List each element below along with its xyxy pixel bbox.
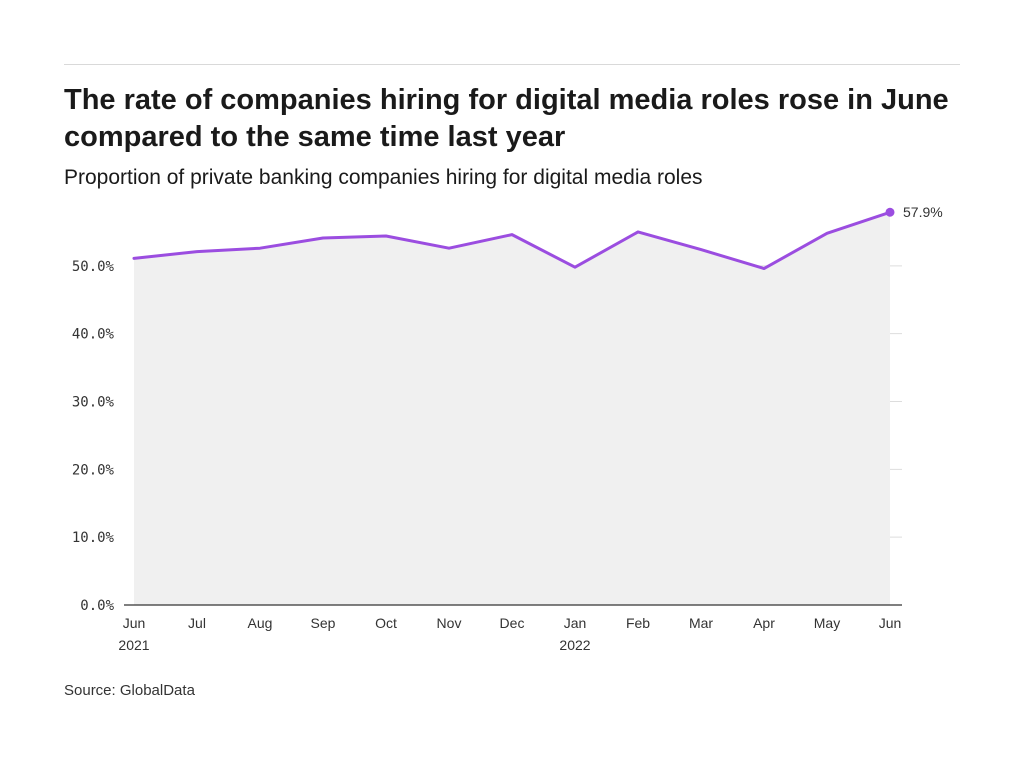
x-tick-year-label: 2022 [559, 637, 590, 653]
area-fill [134, 212, 890, 605]
x-tick-label: Apr [753, 615, 775, 631]
x-tick-label: Dec [500, 615, 525, 631]
end-value-label: 57.9% [903, 204, 943, 220]
x-tick-label: Oct [375, 615, 397, 631]
x-tick-year-label: 2021 [118, 637, 149, 653]
source-note: Source: GlobalData [64, 682, 195, 699]
x-tick-label: Jan [564, 615, 587, 631]
y-tick-labels: 0.0% 10.0% 20.0% 30.0% 40.0% 50.0% [72, 259, 115, 614]
x-tick-label: Feb [626, 615, 650, 631]
top-divider [64, 64, 960, 65]
y-tick-label: 0.0% [80, 598, 114, 614]
x-tick-label: Jun [879, 615, 902, 631]
x-tick-label: Nov [437, 615, 462, 631]
series-line [132, 210, 892, 271]
end-point-marker [885, 207, 895, 217]
x-tick-label: Aug [248, 615, 273, 631]
y-tick-label: 30.0% [72, 395, 115, 411]
x-tick-label: Jun [123, 615, 146, 631]
y-tick-label: 40.0% [72, 327, 115, 343]
y-tick-label: 20.0% [72, 462, 115, 478]
x-tick-label: Sep [311, 615, 336, 631]
x-tick-label: May [814, 615, 840, 631]
x-tick-label: Jul [188, 615, 206, 631]
x-tick-label: Mar [689, 615, 713, 631]
chart-title: The rate of companies hiring for digital… [64, 84, 949, 153]
chart-subtitle: Proportion of private banking companies … [64, 166, 703, 189]
y-tick-label: 10.0% [72, 530, 115, 546]
x-tick-labels: Jun 2021 Jul Aug Sep Oct Nov Dec Jan 2022 Feb Mar Ap… [118, 615, 901, 653]
y-tick-label: 50.0% [72, 259, 115, 275]
